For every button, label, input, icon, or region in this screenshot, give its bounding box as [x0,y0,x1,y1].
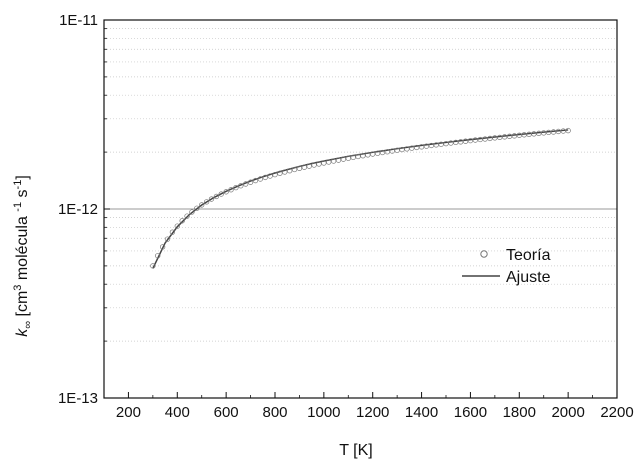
y-axis-title-sup2: -1 [12,202,24,212]
data-point-teoria [169,229,176,235]
x-tick-label: 2000 [551,404,584,421]
data-point-teoria [345,155,351,161]
data-point-teoria [316,161,322,167]
series-line-ajuste [152,129,569,269]
x-axis-title: T [K] [339,442,373,459]
y-axis-title-k: k [14,328,31,337]
x-tick-label: 1400 [405,404,438,421]
legend-label-teoria: Teoría [506,247,551,264]
data-point-teoria [164,236,171,242]
data-point-teoria [438,141,444,147]
legend-marker-teoria [480,250,488,258]
data-point-teoria [179,218,185,224]
data-point-teoria [423,143,430,149]
data-point-teoria [155,253,161,259]
data-point-teoria [330,158,337,164]
plot-area [150,127,571,269]
data-point-teoria [252,177,259,184]
data-point-teoria [233,184,239,191]
grid-lines [104,28,617,342]
x-tick-label: 2200 [600,404,633,421]
data-point-teoria [203,199,210,205]
x-tick-label: 1600 [454,404,487,421]
y-tick-label: 1E-13 [58,390,98,407]
data-point-teoria [228,187,234,193]
y-tick-label: 1E-11 [59,12,98,29]
data-point-teoria [174,223,180,229]
data-point-teoria [306,163,312,169]
data-point-teoria [321,160,327,166]
y-axis-title: k∞ [cm3 molécula -1 s-1] [12,175,34,337]
data-point-teoria [370,151,376,157]
data-point-teoria [282,169,288,175]
data-point-teoria [213,193,220,200]
data-point-teoria [458,139,464,145]
y-axis-title-unit-a: [cm [14,291,31,321]
x-tick-label: 600 [214,404,239,421]
data-point-teoria [199,202,205,208]
data-point-teoria [340,156,347,162]
x-tick-label: 1200 [356,404,389,421]
data-point-teoria [296,165,303,171]
data-point-teoria [379,149,386,156]
data-point-teoria [462,138,469,144]
data-point-teoria [443,140,449,147]
x-tick-label: 200 [116,404,141,421]
y-axis: 1E-13 1E-12 1E-11 [58,12,110,407]
data-point-teoria [247,179,254,185]
data-point-teoria [565,127,571,134]
data-point-teoria [389,148,395,154]
data-point-teoria [326,159,332,165]
data-point-teoria [223,189,229,195]
data-point-teoria [277,170,283,176]
data-point-teoria [350,154,356,161]
x-axis: 200 400 600 800 1000 1200 1400 1600 1800 2000 2200 [103,392,634,421]
data-point-teoria [418,144,425,150]
data-point-teoria [159,244,166,250]
data-point-teoria [208,196,215,202]
y-axis-title-unit-b: molécula [14,212,31,285]
data-point-teoria [399,146,405,153]
x-tick-label: 1000 [307,404,340,421]
legend: Teoría Ajuste [462,247,551,286]
data-point-teoria [453,139,459,146]
data-point-teoria [384,149,391,155]
data-point-teoria [301,164,307,170]
data-point-teoria [428,142,434,149]
data-point-teoria [365,152,371,158]
data-point-teoria [414,144,420,151]
y-axis-title-unit-d: ] [14,175,31,179]
y-axis-title-sub: ∞ [22,321,34,329]
data-point-teoria [184,213,190,219]
data-point-teoria [374,150,381,156]
data-point-teoria [218,191,224,197]
data-point-teoria [272,171,278,178]
data-point-teoria [360,153,366,159]
data-point-teoria [311,162,317,168]
data-point-teoria [194,205,200,211]
data-point-teoria [150,263,156,269]
data-point-teoria [355,153,361,160]
legend-label-ajuste: Ajuste [506,269,551,286]
data-point-teoria [287,168,293,174]
x-tick-label: 800 [262,404,287,421]
data-point-teoria [257,176,263,182]
data-point-teoria [291,166,298,173]
data-point-teoria [394,147,400,153]
data-point-teoria [267,173,273,179]
data-point-teoria [409,145,415,151]
data-point-teoria [189,209,195,215]
data-point-teoria [404,146,410,152]
x-tick-label: 1800 [503,404,536,421]
data-point-teoria [262,174,268,181]
data-point-teoria [335,157,342,163]
y-axis-title-sup1: 3 [12,285,24,291]
y-tick-label: 1E-12 [58,201,98,218]
data-point-teoria [243,181,249,187]
y-axis-title-unit-c: s [14,189,31,201]
y-axis-title-sup3: -1 [12,180,24,190]
x-tick-label: 400 [165,404,190,421]
data-point-teoria [238,183,244,189]
